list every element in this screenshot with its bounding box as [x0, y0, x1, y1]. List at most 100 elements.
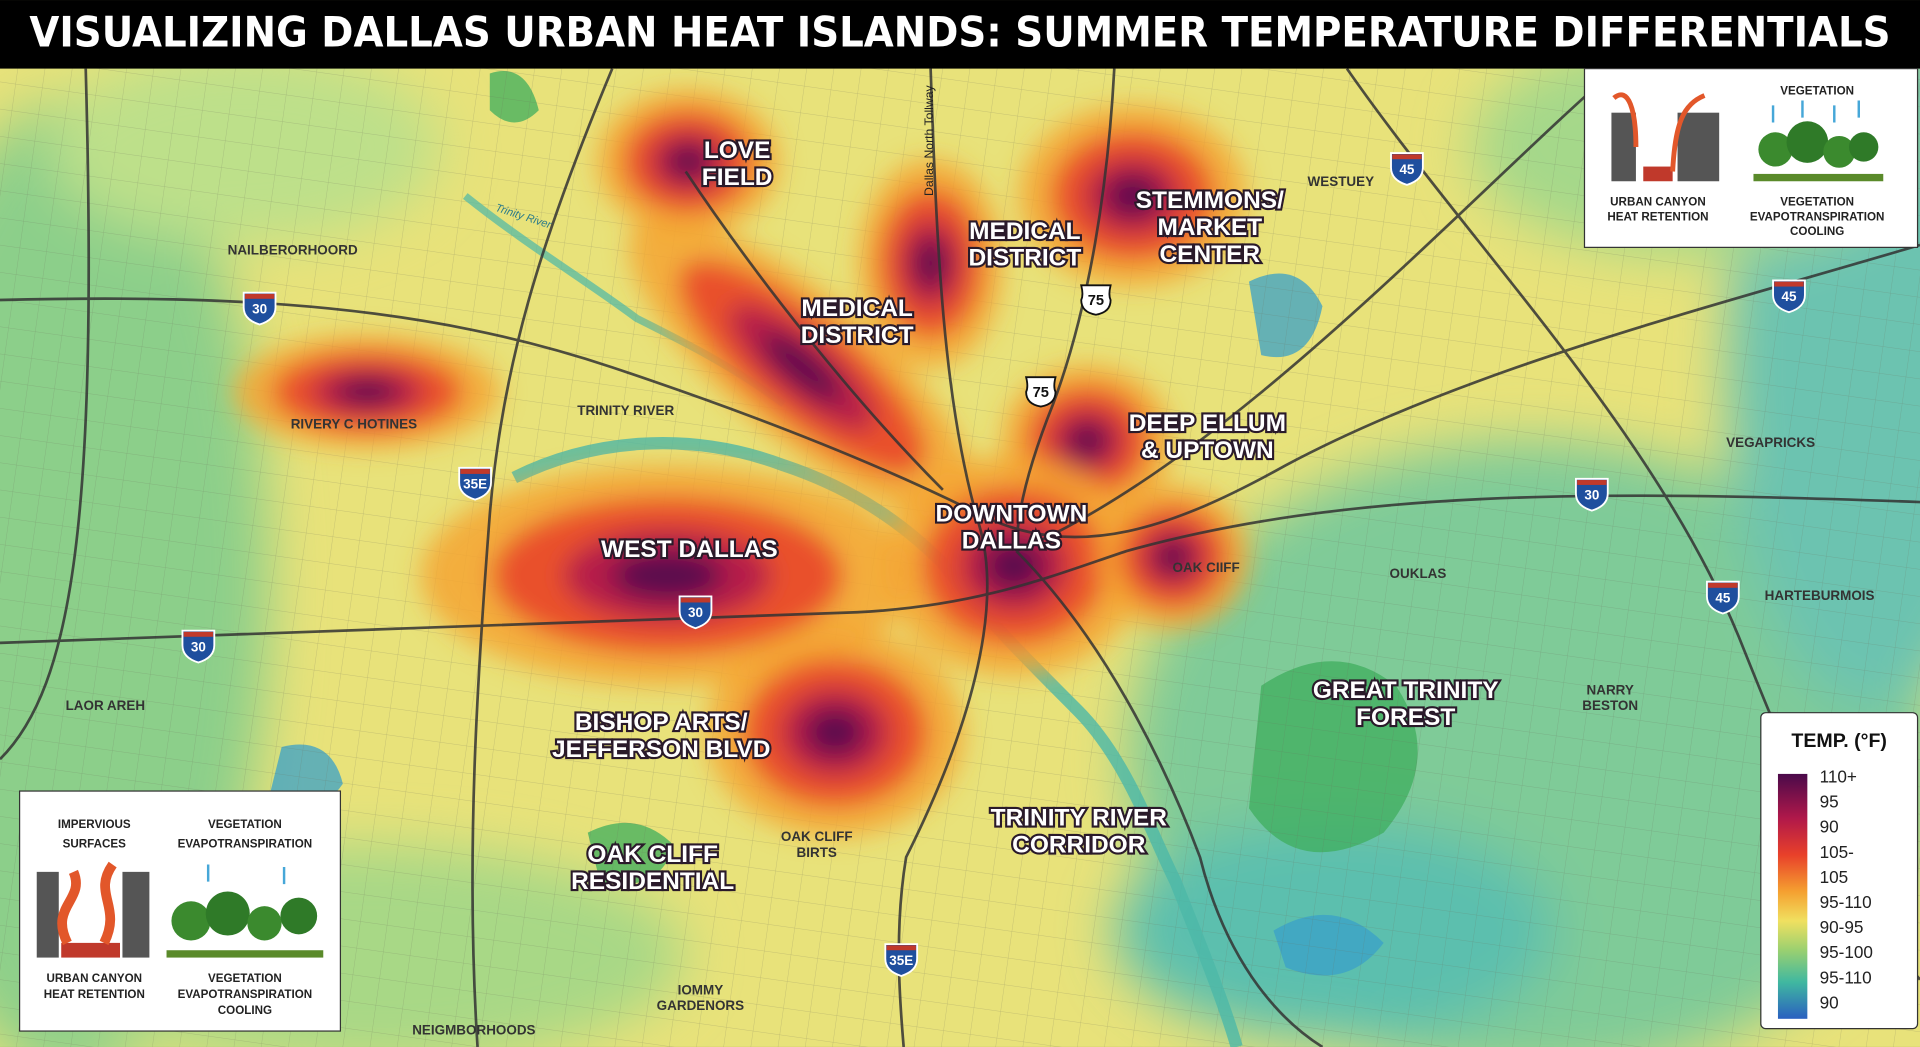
heat-blob [337, 379, 398, 405]
district-label-line: JEFFERSON BLVD [552, 736, 770, 763]
place-label: OUKLAS [1390, 566, 1447, 581]
place-label: OAK CLIFF BIRTS [781, 829, 853, 860]
place-label-line: NAILBERORHOORD [228, 243, 358, 258]
title: VISUALIZING DALLAS URBAN HEAT ISLANDS: S… [29, 8, 1890, 57]
interstate-number: 45 [1399, 162, 1414, 177]
district-label-line: LOVE [704, 137, 771, 164]
inset-caption-line: VEGETATION [1780, 196, 1854, 209]
place-label-line: BIRTS [797, 845, 837, 860]
heat-blob [914, 239, 947, 287]
district-label: GREAT TRINITY FOREST [1313, 677, 1499, 731]
interstate-number: 30 [252, 302, 267, 317]
inset-caption-line: HEAT RETENTION [44, 988, 145, 1001]
district-label-line: OAK CLIFF [587, 841, 718, 868]
district-label-line: & UPTOWN [1141, 437, 1274, 464]
interstate-number: 45 [1781, 289, 1796, 304]
inset-top-icons-part [1848, 132, 1879, 162]
legend-scale [1777, 773, 1808, 1019]
place-label: VEGAPRICKS [1726, 435, 1815, 450]
district-label-line: CORRIDOR [1012, 831, 1146, 858]
place-label-line: OUKLAS [1390, 566, 1447, 581]
place-label: TRINITY RIVER [577, 403, 674, 418]
district-label-line: FIELD [702, 164, 773, 191]
inset-heading: VEGETATION [1780, 84, 1854, 97]
interstate-number: 35E [463, 477, 487, 492]
interstate-shield [1390, 152, 1424, 186]
district-label: MEDICAL DISTRICT [968, 218, 1081, 272]
inset-caption-line: URBAN CANYON [46, 972, 142, 985]
district-label-line: GREAT TRINITY [1313, 677, 1499, 704]
place-label: IOMMY GARDENORS [657, 982, 744, 1013]
highways-part [0, 494, 1920, 645]
interstate-shield-top [183, 631, 214, 637]
legend-label: 95-100 [1820, 942, 1873, 962]
inset-bottom-icons-part [61, 942, 120, 958]
place-label: WESTUEY [1308, 174, 1375, 189]
place-label: RIVERY C HOTINES [291, 417, 417, 432]
inset-top-icons-part [1823, 135, 1856, 168]
district-label: MEDICAL DISTRICT [801, 295, 914, 349]
inset-caption-line: URBAN CANYON [1610, 196, 1706, 209]
legend-label: 90 [1820, 817, 1839, 837]
heat-blob [984, 540, 1044, 591]
us-shield [1080, 284, 1112, 316]
interstate-shield-top [886, 945, 916, 951]
inset-top-icons-part [1670, 93, 1706, 172]
road-name: Dallas North Tollway [922, 84, 936, 195]
highways-part [897, 68, 989, 1047]
district-label: DOWNTOWN DALLAS [936, 501, 1088, 555]
interstate-shield [1772, 279, 1806, 314]
inset-bottom-icons-part [280, 897, 318, 935]
interstate-number: 30 [191, 639, 206, 654]
highways [0, 67, 1920, 1047]
district-label: TRINITY RIVER CORRIDOR [991, 804, 1168, 858]
heat-blob [1106, 175, 1159, 217]
place-label: NARRY BESTON [1582, 682, 1638, 713]
legend-label: 90-95 [1820, 917, 1864, 937]
inset-heading: IMPERVIOUS SURFACES [58, 818, 131, 851]
inset-top-icons-part [1677, 112, 1720, 182]
legend-label: 110+ [1820, 766, 1857, 786]
district-label-line: DISTRICT [801, 322, 914, 349]
district-label: STEMMONS/MARKET CENTER [1136, 187, 1284, 268]
interstate-number: 45 [1715, 590, 1730, 605]
inset-top-icons-part [1771, 100, 1860, 123]
interstate-number: 30 [1584, 488, 1599, 503]
place-label-line: HARTEBURMOIS [1765, 588, 1875, 603]
interstate-number: 30 [688, 605, 703, 620]
highways-part [1014, 68, 1116, 552]
inset-caption: URBAN CANYON HEAT RETENTION [44, 972, 145, 1001]
place-label-line: VEGAPRICKS [1726, 435, 1815, 450]
highways-part [471, 68, 614, 1047]
heat-blob [762, 333, 842, 402]
interstate-shield [181, 629, 216, 664]
heat-blob [805, 708, 865, 756]
legend-title: TEMP. (°F) [1791, 730, 1887, 752]
interstate-shield [458, 466, 492, 501]
highways-part [684, 170, 944, 491]
inset-heading: VEGETATION EVAPOTRANSPIRATION [178, 818, 313, 851]
place-label-line: NARRY [1587, 682, 1634, 697]
district-label: OAK CLIFF RESIDENTIAL [571, 841, 734, 895]
place-label-line: OAK CLIFF [781, 829, 853, 844]
place-label-line: OAK CIIFF [1172, 560, 1239, 575]
highways-part [1015, 550, 1324, 1047]
interstate-number: 35E [889, 953, 913, 968]
district-label-line: CENTER [1159, 241, 1260, 268]
place-label-line: NEIGMBORHOODS [412, 1023, 535, 1038]
legend-label: 95-110 [1820, 967, 1872, 987]
inset-bottom-icons-part [205, 891, 250, 936]
interstate-shield [884, 943, 919, 977]
district-label: BISHOP ARTS/JEFFERSON BLVD [552, 709, 770, 763]
district-label-line: RESIDENTIAL [571, 868, 734, 895]
us-number: 75 [1088, 293, 1104, 309]
interstate-shield-top [1577, 480, 1607, 485]
legend-label: 95-110 [1820, 892, 1872, 912]
district-label-line: DISTRICT [968, 245, 1081, 272]
district-label-line: MARKET [1157, 214, 1262, 241]
place-label: OAK CIIFF [1172, 560, 1239, 575]
district-label-line: DOWNTOWN [936, 501, 1088, 528]
place-label-line: BESTON [1582, 698, 1638, 713]
